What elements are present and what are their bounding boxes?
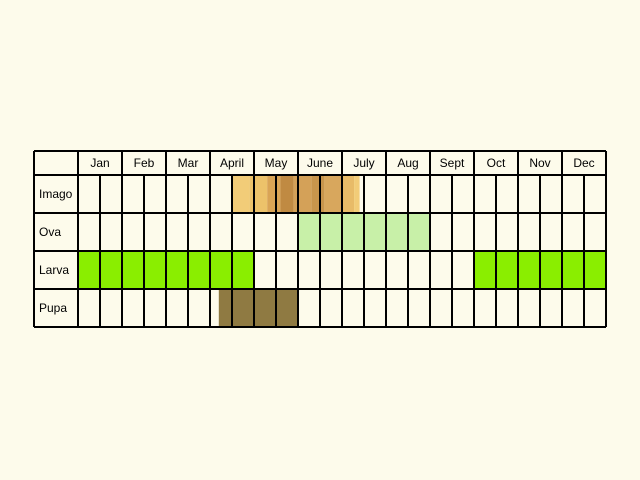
stage-label: Larva bbox=[39, 263, 69, 277]
month-label: June bbox=[307, 156, 333, 170]
imago-fill-4 bbox=[293, 175, 312, 213]
month-label: Oct bbox=[487, 156, 506, 170]
imago-fill-1 bbox=[249, 175, 268, 213]
imago-fill-2 bbox=[267, 175, 281, 213]
imago-fill-5 bbox=[311, 175, 325, 213]
month-label: Sept bbox=[440, 156, 465, 170]
imago-fill-7 bbox=[342, 175, 355, 213]
grid-lines bbox=[33, 150, 607, 328]
month-label: Feb bbox=[134, 156, 155, 170]
imago-fill-0 bbox=[232, 175, 250, 213]
stage-label: Ova bbox=[39, 225, 61, 239]
imago-fill-8 bbox=[354, 175, 360, 213]
month-label: Jan bbox=[90, 156, 109, 170]
month-label: April bbox=[220, 156, 244, 170]
imago-fill-3 bbox=[280, 175, 294, 213]
stage-label: Imago bbox=[39, 187, 73, 201]
pupa-fill-0 bbox=[218, 289, 298, 327]
labels: Jan Feb Mar April May June July Aug Sept Oct Nov De… bbox=[39, 156, 595, 315]
month-label: Aug bbox=[397, 156, 418, 170]
imago-fill-6 bbox=[324, 175, 342, 213]
month-label: May bbox=[265, 156, 288, 170]
stage-label: Pupa bbox=[39, 301, 67, 315]
month-label: Dec bbox=[573, 156, 594, 170]
month-label: Nov bbox=[529, 156, 550, 170]
month-label: Mar bbox=[178, 156, 199, 170]
month-label: July bbox=[353, 156, 374, 170]
